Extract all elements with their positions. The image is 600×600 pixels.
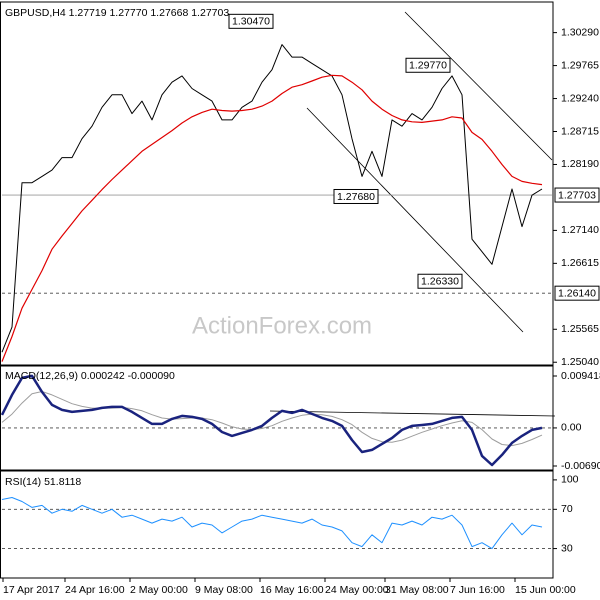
y-tick-label: 0.009418 [561, 370, 600, 382]
price-label-box [554, 285, 600, 301]
panel-frame [0, 364, 554, 471]
x-tick-label: 15 Jun 00:00 [515, 584, 576, 596]
macd-trend-line [269, 410, 556, 417]
watermark: ActionForex.com [192, 312, 372, 339]
panel-title: MACD(12,26,9) 0.000242 -0.000090 [5, 370, 175, 382]
annotation-label: 1.27680 [337, 191, 375, 203]
x-tick-label: 17 Apr 2017 [3, 584, 60, 596]
y-tick-label: 1.28190 [561, 158, 599, 170]
x-tick-label: 31 May 08:00 [385, 584, 449, 596]
y-tick-label: -0.006906 [561, 460, 600, 472]
annotation-label: 1.29770 [409, 60, 447, 72]
price-label: 1.27703 [558, 189, 596, 201]
panel-frame [0, 470, 554, 579]
panel-title: GBPUSD,H4 1.27719 1.27770 1.27668 1.2770… [5, 7, 229, 19]
series-line [0, 374, 543, 467]
y-tick-label: 1.25040 [561, 356, 599, 368]
price-label-box [554, 187, 600, 203]
annotation-label: 1.30470 [232, 16, 270, 28]
y-tick-label: 1.29765 [561, 59, 599, 71]
y-tick-label: 100 [561, 474, 579, 486]
y-tick-label: 30 [561, 542, 573, 554]
y-tick-label: 0.00 [561, 422, 582, 434]
series-line [1, 74, 543, 362]
x-tick-label: 7 Jun 16:00 [450, 584, 505, 596]
channel-line [404, 11, 553, 161]
x-tick-label: 24 May 00:00 [325, 584, 389, 596]
annotation-label: 1.26330 [421, 276, 459, 288]
channel-line [306, 107, 524, 333]
series-line [1, 497, 543, 550]
annotation-box [228, 13, 274, 29]
price-label: 1.26140 [558, 287, 596, 299]
annotation-box [417, 273, 463, 289]
y-tick-label: 1.30290 [561, 26, 599, 38]
annotation-box [333, 188, 379, 204]
series-line [1, 44, 543, 353]
y-tick-label: 70 [561, 503, 573, 515]
y-tick-label: 1.29240 [561, 92, 599, 104]
x-tick-label: 24 Apr 16:00 [65, 584, 125, 596]
y-tick-label: 1.25565 [561, 323, 599, 335]
panel-title: RSI(14) 51.8118 [5, 476, 81, 488]
y-tick-label: 1.27140 [561, 224, 599, 236]
x-tick-label: 9 May 08:00 [195, 584, 253, 596]
annotation-box [405, 57, 451, 73]
series-line [1, 391, 543, 447]
y-tick-label: 1.28715 [561, 125, 599, 137]
x-tick-label: 2 May 00:00 [130, 584, 188, 596]
panel-frame [0, 1, 554, 367]
y-tick-label: 1.26615 [561, 257, 599, 269]
x-tick-label: 16 May 16:00 [260, 584, 324, 596]
